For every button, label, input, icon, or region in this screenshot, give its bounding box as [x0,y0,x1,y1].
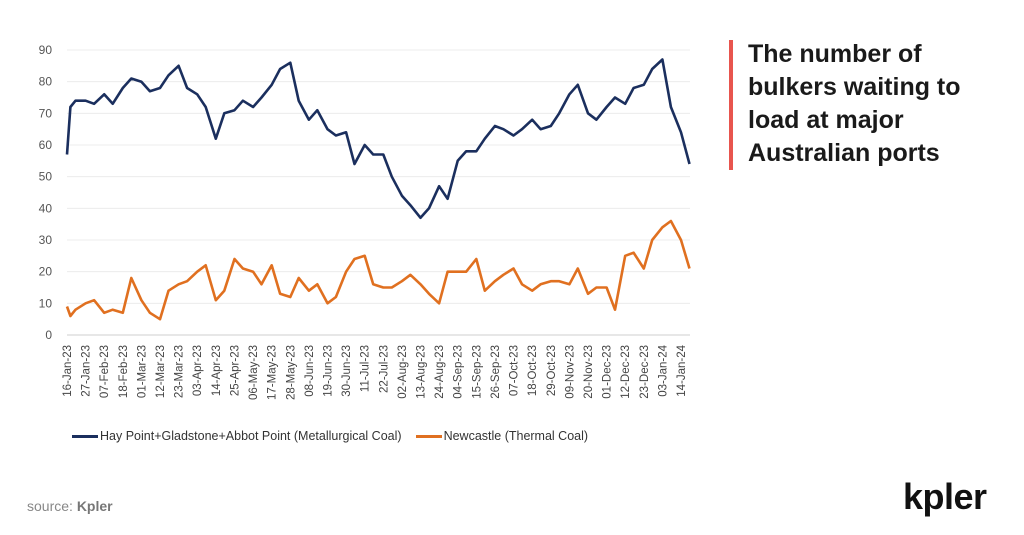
x-tick-label: 25-Apr-23 [229,345,241,396]
x-tick-label: 12-Dec-23 [620,345,632,399]
x-tick-label: 26-Sep-23 [490,345,502,399]
x-tick-label: 18-Feb-23 [118,345,130,398]
legend-item-metallurgical: Hay Point+Gladstone+Abbot Point (Metallu… [72,429,402,443]
legend-item-thermal: Newcastle (Thermal Coal) [415,429,589,443]
x-tick-label: 17-May-23 [267,345,279,400]
x-tick-label: 03-Jan-24 [657,344,669,396]
x-tick-label: 01-Mar-23 [136,345,148,398]
x-axis: 16-Jan-23 27-Jan-23 07-Feb-23 18-Feb-23 01-M… [62,344,688,400]
x-tick-label: 08-Jun-23 [304,345,316,397]
gridlines [67,49,690,336]
legend-swatch [415,434,442,438]
legend-swatch [72,434,98,438]
x-tick-label: 11-Jul-23 [360,345,372,392]
y-tick-label: 10 [39,296,53,310]
y-tick-label: 90 [39,43,53,57]
x-tick-label: 16-Jan-23 [62,345,74,397]
x-tick-label: 24-Aug-23 [434,345,446,399]
x-tick-label: 04-Sep-23 [453,345,465,399]
y-tick-label: 50 [39,170,53,184]
series-line-metallurgical [65,58,691,220]
x-tick-label: 15-Sep-23 [471,345,483,399]
source-label: source: [27,498,73,514]
series-lines [65,58,691,321]
x-tick-label: 29-Oct-23 [546,345,558,396]
x-tick-label: 14-Apr-23 [211,345,223,396]
y-tick-label: 80 [39,75,53,89]
source-note: source: Kpler [27,498,113,514]
x-tick-label: 01-Dec-23 [602,345,614,399]
kpler-logo: kpler [903,476,987,517]
y-tick-label: 60 [39,138,53,152]
series-line-thermal [65,219,691,321]
legend-label: Hay Point+Gladstone+Abbot Point (Metallu… [100,429,402,443]
x-tick-label: 14-Jan-24 [676,344,688,396]
x-tick-label: 07-Feb-23 [99,345,111,398]
x-tick-label: 22-Jul-23 [378,345,390,393]
x-tick-label: 12-Mar-23 [155,345,167,398]
y-tick-label: 70 [39,106,53,120]
legend-label: Newcastle (Thermal Coal) [443,429,589,443]
x-tick-label: 23-Mar-23 [174,345,186,398]
x-tick-label: 06-May-23 [248,345,260,400]
y-axis: 0 10 20 30 40 50 60 70 80 90 [39,43,53,342]
headline: The number of bulkers waiting to load at… [748,40,961,167]
x-tick-label: 19-Jun-23 [322,345,334,397]
x-tick-label: 09-Nov-23 [564,345,576,399]
line-chart: 0 10 20 30 40 50 60 70 80 90 16-Jan-23 27-Jan-23 07… [39,43,691,400]
legend: Hay Point+Gladstone+Abbot Point (Metallu… [72,429,588,443]
x-tick-label: 18-Oct-23 [527,345,539,396]
x-tick-label: 27-Jan-23 [81,345,93,397]
x-tick-label: 02-Aug-23 [397,345,409,399]
x-tick-label: 30-Jun-23 [341,345,353,397]
x-tick-label: 03-Apr-23 [192,345,204,396]
x-tick-label: 13-Aug-23 [416,345,428,399]
title-accent-bar [729,40,733,170]
x-tick-label: 23-Dec-23 [639,345,651,399]
y-tick-label: 20 [39,265,53,279]
x-tick-label: 07-Oct-23 [509,345,521,396]
x-tick-label: 20-Nov-23 [583,345,595,399]
source-name: Kpler [76,498,113,514]
y-tick-label: 0 [45,328,52,342]
y-tick-label: 30 [39,233,53,247]
x-tick-label: 28-May-23 [285,345,297,400]
y-tick-label: 40 [39,201,53,215]
